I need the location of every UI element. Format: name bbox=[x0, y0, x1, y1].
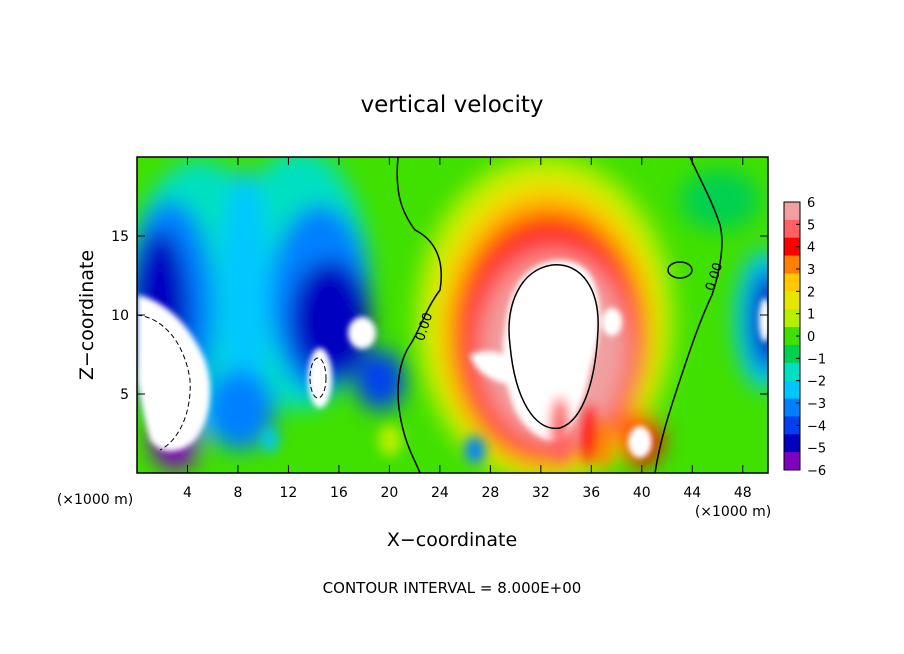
surface-streaks bbox=[262, 398, 611, 471]
x-tick-label: 20 bbox=[380, 485, 398, 501]
colorbar: 6 5 4 3 2 1 0 −1 −2 −3 −4 −5 −6 bbox=[783, 196, 826, 479]
x-axis-label: X−coordinate bbox=[387, 529, 517, 551]
colorbar-tick-label: 4 bbox=[807, 241, 815, 256]
zero-contour-left bbox=[396, 157, 442, 473]
x-tick-label: 36 bbox=[582, 485, 600, 501]
colorbar-tick-label: 0 bbox=[807, 330, 815, 345]
colorbar-tick-label: −6 bbox=[807, 464, 826, 479]
x-tick-label: 44 bbox=[683, 485, 701, 501]
saturated-cores bbox=[137, 260, 768, 458]
colorbar-band bbox=[784, 344, 800, 364]
x-tick-label: 8 bbox=[233, 485, 242, 501]
colorbar-tick-label: −5 bbox=[807, 442, 826, 457]
colorbar-band bbox=[784, 362, 800, 382]
chart-title: vertical velocity bbox=[361, 92, 544, 118]
y-axis-label: Z−coordinate bbox=[76, 250, 98, 380]
negative-contours bbox=[137, 314, 327, 451]
colorbar-tick-label: −2 bbox=[807, 375, 826, 390]
negative-contour-left bbox=[137, 314, 191, 451]
y-tick-label: 5 bbox=[120, 387, 129, 403]
x-tick-label: 24 bbox=[431, 485, 449, 501]
x-tick-label: 16 bbox=[330, 485, 348, 501]
colorbar-band bbox=[784, 434, 800, 453]
colorbar-band bbox=[784, 309, 800, 328]
zero-contour-loop bbox=[667, 261, 693, 279]
colorbar-band bbox=[784, 202, 800, 221]
colorbar-band bbox=[784, 327, 800, 346]
colorbar-tick-label: 5 bbox=[807, 218, 815, 233]
colorbar-tick-label: 2 bbox=[807, 285, 815, 300]
x-tick-label: 28 bbox=[481, 485, 499, 501]
x-axis: 4 8 12 16 20 24 28 32 36 40 44 48 bbox=[183, 157, 752, 501]
colorbar-tick-label: 6 bbox=[807, 196, 815, 211]
zero-contours bbox=[396, 157, 723, 473]
negative-contour-small bbox=[309, 357, 327, 399]
x-tick-label: 40 bbox=[633, 485, 651, 501]
x-tick-label: 48 bbox=[734, 485, 752, 501]
colorbar-tick-label: 3 bbox=[807, 263, 815, 278]
contour-interval-note: CONTOUR INTERVAL = 8.000E+00 bbox=[323, 579, 582, 597]
colorbar-band bbox=[784, 273, 800, 292]
colorbar-band bbox=[784, 219, 800, 239]
x-tick-label: 32 bbox=[532, 485, 550, 501]
colorbar-band bbox=[784, 380, 800, 400]
colorbar-band bbox=[784, 255, 800, 274]
positive-contour-core bbox=[508, 264, 599, 429]
colorbar-band bbox=[784, 452, 800, 471]
colorbar-band bbox=[784, 398, 800, 417]
colorbar-tick-label: −4 bbox=[807, 419, 826, 434]
colorbar-tick-label: −1 bbox=[807, 352, 826, 367]
colorbar-band bbox=[784, 237, 800, 257]
colorbar-band bbox=[784, 291, 800, 310]
colorbar-tick-label: 1 bbox=[807, 308, 815, 323]
x-tick-label: 12 bbox=[280, 485, 298, 501]
zero-contour-right bbox=[654, 157, 723, 473]
colorbar-band bbox=[784, 416, 800, 435]
y-tick-label: 15 bbox=[111, 229, 129, 245]
x-tick-label: 4 bbox=[183, 485, 192, 501]
y-axis: 5 10 15 bbox=[111, 229, 768, 403]
x-unit-right: (×1000 m) bbox=[695, 504, 771, 520]
colorbar-tick-label: −3 bbox=[807, 397, 826, 412]
velocity-field: 0.00 0.00 bbox=[137, 157, 768, 473]
x-unit-left: (×1000 m) bbox=[57, 492, 133, 508]
y-tick-label: 10 bbox=[111, 308, 129, 324]
